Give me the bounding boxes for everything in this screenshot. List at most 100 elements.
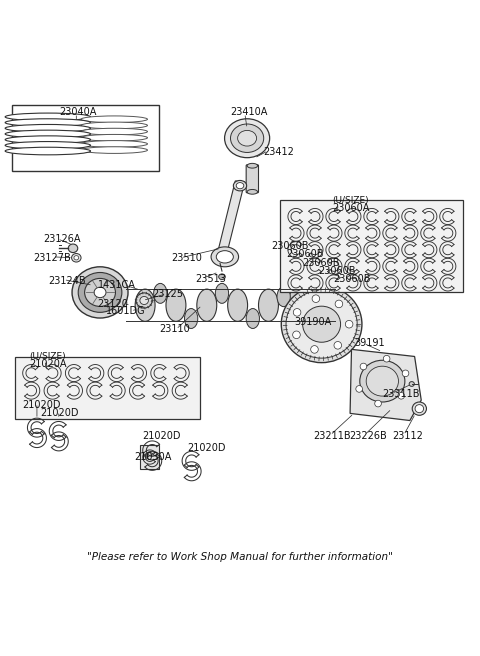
Ellipse shape [238, 131, 257, 146]
Text: 23125: 23125 [152, 289, 183, 299]
Circle shape [384, 356, 390, 362]
Ellipse shape [81, 116, 147, 123]
Ellipse shape [5, 113, 91, 121]
Text: (U/SIZE): (U/SIZE) [333, 196, 369, 205]
Ellipse shape [281, 286, 362, 363]
Polygon shape [14, 358, 200, 419]
Ellipse shape [72, 267, 128, 318]
Text: 23040A: 23040A [60, 107, 97, 117]
Text: 39190A: 39190A [295, 318, 332, 327]
Text: 21020D: 21020D [187, 443, 226, 453]
Text: 23226B: 23226B [349, 431, 387, 441]
Ellipse shape [136, 293, 152, 308]
Ellipse shape [184, 308, 198, 329]
Text: 23311B: 23311B [383, 390, 420, 400]
FancyBboxPatch shape [246, 165, 259, 193]
Text: 23060B: 23060B [334, 274, 371, 283]
Ellipse shape [366, 366, 398, 396]
Circle shape [335, 300, 343, 308]
Ellipse shape [74, 256, 79, 260]
Ellipse shape [140, 297, 148, 304]
Ellipse shape [228, 289, 248, 321]
Ellipse shape [230, 124, 264, 152]
Text: 23120: 23120 [97, 298, 129, 309]
Ellipse shape [166, 289, 186, 321]
Ellipse shape [81, 147, 147, 154]
Ellipse shape [5, 136, 91, 144]
Polygon shape [140, 445, 159, 469]
Text: 23513: 23513 [195, 274, 226, 284]
Text: (U/SIZE): (U/SIZE) [29, 352, 65, 361]
Ellipse shape [246, 308, 260, 329]
Circle shape [345, 320, 353, 328]
Ellipse shape [233, 180, 247, 191]
Ellipse shape [68, 244, 78, 253]
Text: 23060B: 23060B [302, 258, 340, 268]
Text: 23110: 23110 [159, 325, 190, 335]
Ellipse shape [308, 295, 322, 316]
Ellipse shape [412, 402, 426, 415]
Circle shape [311, 346, 318, 353]
Text: "Please refer to Work Shop Manual for further information": "Please refer to Work Shop Manual for fu… [87, 552, 393, 562]
Ellipse shape [415, 405, 424, 413]
Ellipse shape [135, 289, 155, 321]
Ellipse shape [81, 122, 147, 129]
Text: 23060A: 23060A [333, 203, 370, 213]
Ellipse shape [216, 251, 233, 263]
Ellipse shape [247, 190, 258, 194]
Ellipse shape [247, 163, 258, 168]
Ellipse shape [94, 287, 106, 298]
Ellipse shape [5, 142, 91, 149]
Text: 23410A: 23410A [230, 107, 268, 117]
Text: 23060B: 23060B [318, 266, 355, 276]
Text: 1601DG: 1601DG [106, 306, 146, 316]
Circle shape [356, 386, 362, 392]
Text: 23510: 23510 [171, 253, 202, 263]
Ellipse shape [84, 278, 116, 306]
Ellipse shape [259, 289, 278, 321]
Polygon shape [350, 350, 421, 420]
Text: 21030A: 21030A [135, 452, 172, 462]
Text: 23126A: 23126A [43, 234, 81, 244]
Ellipse shape [5, 147, 91, 155]
FancyBboxPatch shape [12, 105, 159, 171]
Ellipse shape [277, 287, 290, 306]
Ellipse shape [5, 125, 91, 132]
Ellipse shape [360, 360, 405, 402]
Text: 23112: 23112 [392, 431, 423, 441]
Text: 23412: 23412 [264, 146, 295, 157]
Ellipse shape [219, 274, 225, 279]
Text: 21020D: 21020D [41, 409, 79, 419]
Ellipse shape [197, 289, 217, 321]
Ellipse shape [72, 253, 81, 262]
Ellipse shape [211, 247, 239, 267]
Circle shape [398, 392, 405, 399]
Ellipse shape [78, 272, 122, 312]
Circle shape [402, 370, 409, 377]
Circle shape [375, 400, 382, 407]
Ellipse shape [5, 119, 91, 127]
Text: 21020D: 21020D [22, 400, 60, 410]
Circle shape [293, 331, 300, 338]
Ellipse shape [154, 283, 167, 303]
Ellipse shape [302, 306, 341, 342]
Circle shape [293, 308, 301, 316]
Ellipse shape [5, 130, 91, 138]
Text: 23211B: 23211B [313, 431, 351, 441]
Polygon shape [280, 200, 463, 293]
Text: 21020A: 21020A [29, 359, 66, 369]
Text: 23124B: 23124B [48, 276, 85, 285]
Text: 23127B: 23127B [34, 253, 72, 263]
Ellipse shape [286, 291, 357, 358]
Ellipse shape [409, 382, 414, 386]
Text: 1431CA: 1431CA [97, 280, 135, 290]
Ellipse shape [225, 119, 270, 157]
Ellipse shape [81, 140, 147, 147]
Circle shape [360, 363, 367, 370]
Ellipse shape [236, 182, 244, 189]
Polygon shape [219, 181, 245, 248]
Circle shape [312, 295, 320, 302]
Circle shape [334, 342, 342, 349]
Ellipse shape [302, 287, 327, 323]
Ellipse shape [81, 134, 147, 141]
